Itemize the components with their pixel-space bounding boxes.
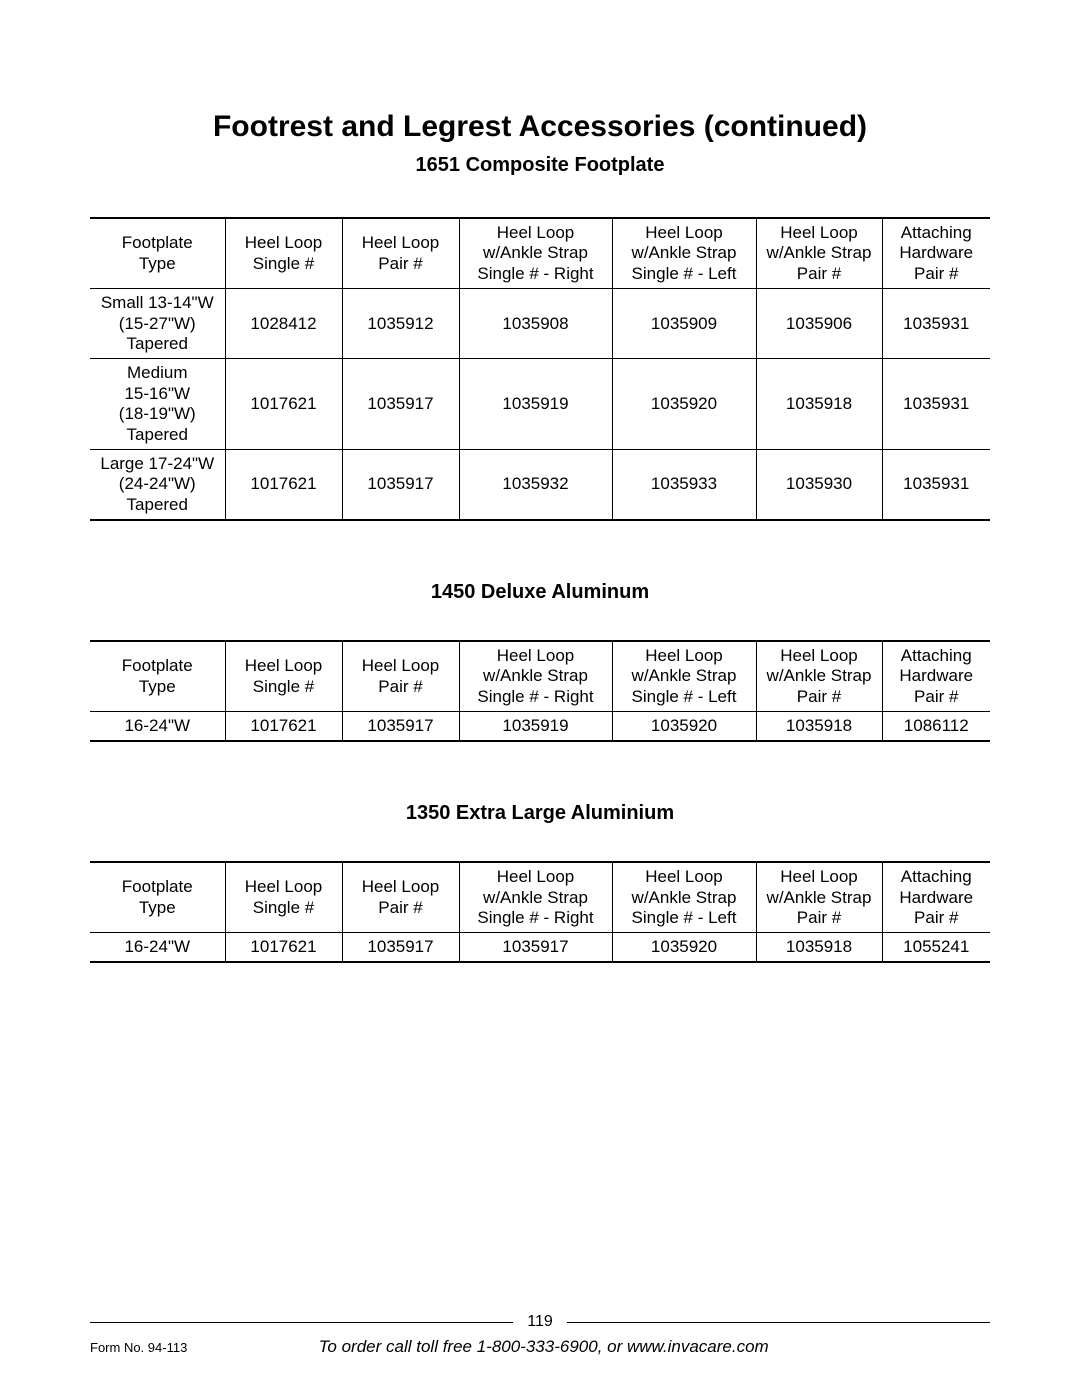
cell-pair: 1035917: [342, 449, 459, 520]
col-header-single: Heel LoopSingle #: [225, 641, 342, 712]
cell-single: 1017621: [225, 449, 342, 520]
table-extra: FootplateType Heel LoopSingle # Heel Loo…: [90, 861, 990, 963]
cell-pair: 1035917: [342, 359, 459, 450]
col-header-type: FootplateType: [90, 641, 225, 712]
col-header-strap-right: Heel Loopw/Ankle StrapSingle # - Right: [459, 641, 612, 712]
col-header-strap-pair: Heel Loopw/Ankle StrapPair #: [756, 862, 882, 933]
cell-single: 1017621: [225, 933, 342, 963]
table-composite: FootplateType Heel LoopSingle # Heel Loo…: [90, 217, 990, 521]
cell-type: Large 17-24"W(24-24"W)Tapered: [90, 449, 225, 520]
col-header-strap-left: Heel Loopw/Ankle StrapSingle # - Left: [612, 641, 756, 712]
section-title-deluxe: 1450 Deluxe Aluminum: [90, 581, 990, 604]
table-row: Small 13-14"W(15-27"W)Tapered 1028412 10…: [90, 289, 990, 359]
footer-rule: 119: [90, 1313, 990, 1331]
cell-type: Medium15-16"W(18-19"W)Tapered: [90, 359, 225, 450]
cell-pair: 1035912: [342, 289, 459, 359]
cell-type: 16-24"W: [90, 933, 225, 963]
cell-strap-right: 1035908: [459, 289, 612, 359]
cell-strap-pair: 1035918: [756, 359, 882, 450]
cell-strap-pair: 1035930: [756, 449, 882, 520]
col-header-pair: Heel LoopPair #: [342, 862, 459, 933]
cell-hardware: 1035931: [882, 289, 990, 359]
col-header-hardware: AttachingHardwarePair #: [882, 641, 990, 712]
cell-strap-left: 1035933: [612, 449, 756, 520]
page-number: 119: [513, 1313, 567, 1331]
table-header-row: FootplateType Heel LoopSingle # Heel Loo…: [90, 218, 990, 289]
col-header-strap-right: Heel Loopw/Ankle StrapSingle # - Right: [459, 218, 612, 289]
cell-single: 1017621: [225, 712, 342, 742]
cell-strap-left: 1035909: [612, 289, 756, 359]
col-header-type: FootplateType: [90, 862, 225, 933]
table-row: 16-24"W 1017621 1035917 1035917 1035920 …: [90, 933, 990, 963]
table-row: Medium15-16"W(18-19"W)Tapered 1017621 10…: [90, 359, 990, 450]
cell-strap-right: 1035917: [459, 933, 612, 963]
col-header-pair: Heel LoopPair #: [342, 218, 459, 289]
col-header-pair: Heel LoopPair #: [342, 641, 459, 712]
col-header-strap-pair: Heel Loopw/Ankle StrapPair #: [756, 218, 882, 289]
table-row: Large 17-24"W(24-24"W)Tapered 1017621 10…: [90, 449, 990, 520]
col-header-single: Heel LoopSingle #: [225, 218, 342, 289]
col-header-hardware: AttachingHardwarePair #: [882, 218, 990, 289]
col-header-single: Heel LoopSingle #: [225, 862, 342, 933]
footer-line-right: [567, 1322, 990, 1323]
cell-strap-left: 1035920: [612, 359, 756, 450]
cell-strap-pair: 1035906: [756, 289, 882, 359]
col-header-strap-pair: Heel Loopw/Ankle StrapPair #: [756, 641, 882, 712]
cell-hardware: 1035931: [882, 359, 990, 450]
cell-strap-left: 1035920: [612, 712, 756, 742]
cell-strap-pair: 1035918: [756, 933, 882, 963]
footer-line-left: [90, 1322, 513, 1323]
table-header-row: FootplateType Heel LoopSingle # Heel Loo…: [90, 641, 990, 712]
cell-strap-pair: 1035918: [756, 712, 882, 742]
col-header-strap-right: Heel Loopw/Ankle StrapSingle # - Right: [459, 862, 612, 933]
cell-hardware: 1035931: [882, 449, 990, 520]
cell-strap-right: 1035932: [459, 449, 612, 520]
cell-hardware: 1086112: [882, 712, 990, 742]
section-title-composite: 1651 Composite Footplate: [90, 154, 990, 177]
col-header-hardware: AttachingHardwarePair #: [882, 862, 990, 933]
page-title: Footrest and Legrest Accessories (contin…: [90, 110, 990, 144]
cell-strap-right: 1035919: [459, 712, 612, 742]
table-deluxe: FootplateType Heel LoopSingle # Heel Loo…: [90, 640, 990, 742]
cell-pair: 1035917: [342, 933, 459, 963]
cell-single: 1028412: [225, 289, 342, 359]
order-info: To order call toll free 1-800-333-6900, …: [97, 1337, 990, 1357]
cell-type: 16-24"W: [90, 712, 225, 742]
document-page: Footrest and Legrest Accessories (contin…: [0, 0, 1080, 1397]
col-header-strap-left: Heel Loopw/Ankle StrapSingle # - Left: [612, 218, 756, 289]
cell-pair: 1035917: [342, 712, 459, 742]
table-header-row: FootplateType Heel LoopSingle # Heel Loo…: [90, 862, 990, 933]
cell-type: Small 13-14"W(15-27"W)Tapered: [90, 289, 225, 359]
cell-strap-right: 1035919: [459, 359, 612, 450]
table-row: 16-24"W 1017621 1035917 1035919 1035920 …: [90, 712, 990, 742]
col-header-type: FootplateType: [90, 218, 225, 289]
cell-hardware: 1055241: [882, 933, 990, 963]
col-header-strap-left: Heel Loopw/Ankle StrapSingle # - Left: [612, 862, 756, 933]
cell-single: 1017621: [225, 359, 342, 450]
page-footer: 119 Form No. 94-113 To order call toll f…: [90, 1313, 990, 1357]
section-title-extra: 1350 Extra Large Aluminium: [90, 802, 990, 825]
cell-strap-left: 1035920: [612, 933, 756, 963]
